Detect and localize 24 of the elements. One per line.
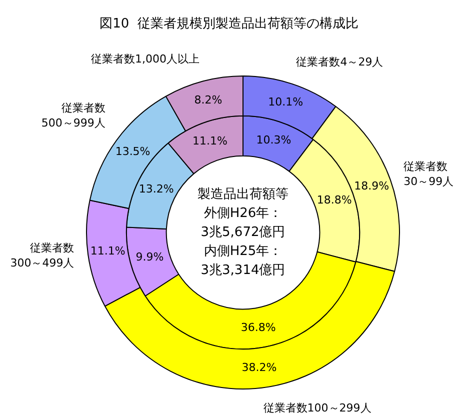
data-label: 11.1%: [192, 134, 228, 148]
slice-label: 従業者数1,000人以上: [91, 52, 200, 66]
data-label: 11.1%: [90, 244, 126, 258]
data-label: 10.1%: [268, 96, 304, 109]
data-label: 38.2%: [242, 360, 277, 374]
data-label: 13.2%: [138, 182, 174, 196]
slice-label: 従業者数 300～499人: [10, 241, 74, 270]
text: 外側H26年：: [204, 206, 282, 221]
text: 製造品出荷額等: [198, 186, 288, 202]
data-label: 18.9%: [354, 180, 390, 193]
text: 3兆3,314億円: [200, 262, 286, 278]
text: 内側H25年：: [204, 244, 282, 259]
slice-label: 従業者数100～299人: [263, 402, 372, 415]
data-label: 10.3%: [256, 134, 292, 147]
slice-label: 従業者数 30～99人: [404, 160, 454, 188]
data-label: 36.8%: [240, 320, 276, 334]
data-label: 8.2%: [194, 93, 222, 106]
text: 3兆5,672億円: [200, 224, 286, 240]
data-label: 13.5%: [115, 144, 150, 158]
data-label: 18.8%: [316, 194, 352, 207]
slice-label: 従業者数4～29人: [296, 55, 384, 68]
slice-label: 従業者数 500～999人: [41, 102, 106, 130]
chart-title: 図10 従業者規模別製造品出荷額等の構成比: [100, 16, 358, 32]
data-label: 9.9%: [136, 250, 164, 264]
